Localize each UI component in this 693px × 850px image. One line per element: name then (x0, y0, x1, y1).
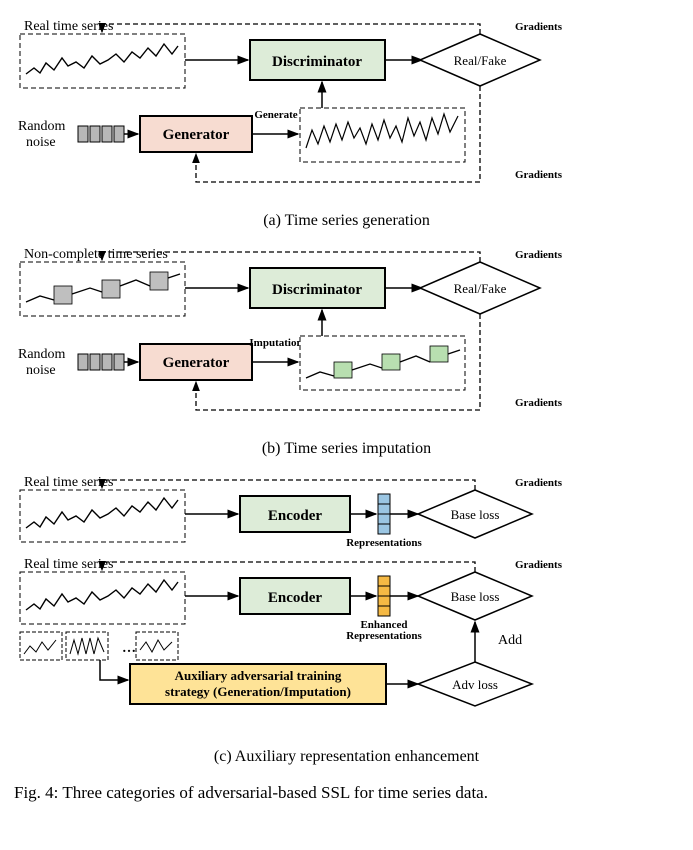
top-ts-label-c: Real time series (24, 475, 113, 490)
figure-caption-text: Three categories of adversarial-based SS… (62, 783, 488, 802)
encoder2-label: Encoder (268, 590, 323, 606)
panel-b: Non-complete time series Discriminator R… (10, 246, 683, 458)
gap1 (54, 286, 72, 304)
panel-c-caption: (c) Auxiliary representation enhancement (10, 748, 683, 766)
figure-number: Fig. 4: (14, 783, 58, 802)
baseloss2-label: Base loss (451, 589, 500, 604)
encoder1-label: Encoder (268, 508, 323, 524)
mid-ts-label-c: Real time series (24, 557, 113, 572)
gen-ts-box (300, 108, 465, 162)
discriminator-label: Discriminator (272, 54, 362, 70)
grad-mid-path-c (102, 562, 475, 572)
gradients-bottom-label: Gradients (515, 169, 563, 181)
grad-top-path-c (102, 480, 475, 490)
figure-caption: Fig. 4: Three categories of adversarial-… (10, 782, 683, 805)
panel-b-svg: Non-complete time series Discriminator R… (10, 246, 570, 436)
generate-label: Generate (254, 109, 297, 121)
figure-4: Real time series Discriminator Real/Fake… (10, 18, 683, 805)
gap2 (102, 280, 120, 298)
gradients-top-b: Gradients (515, 249, 563, 261)
noise-label-2: noise (26, 135, 56, 150)
svg-text:Random: Random (18, 347, 66, 362)
generator-label: Generator (163, 127, 230, 143)
gradients-top-label: Gradients (515, 21, 563, 33)
realfake-label: Real/Fake (454, 53, 507, 68)
panel-a-caption: (a) Time series generation (10, 212, 683, 230)
arrow-thumbs-aux (100, 660, 128, 680)
grad-mid-c: Gradients (515, 559, 563, 571)
panel-a-svg: Real time series Discriminator Real/Fake… (10, 18, 570, 208)
svg-text:…: … (122, 641, 136, 656)
grad-top-path (102, 24, 480, 34)
advloss-label: Adv loss (452, 677, 498, 692)
imputation-label: Imputation (249, 337, 302, 349)
repr-cells (378, 494, 390, 534)
panel-c-svg: Real time series Encoder Representations… (10, 474, 570, 744)
realfake-label-b: Real/Fake (454, 281, 507, 296)
panel-a: Real time series Discriminator Real/Fake… (10, 18, 683, 230)
grad-top-c: Gradients (515, 477, 563, 489)
panel-c: Real time series Encoder Representations… (10, 474, 683, 766)
real-ts-box (20, 34, 185, 88)
generator-label-b: Generator (163, 355, 230, 371)
enh-repr-cells (378, 576, 390, 616)
baseloss1-label: Base loss (451, 507, 500, 522)
real-ts-label: Real time series (24, 19, 113, 34)
imp2 (382, 354, 400, 370)
discriminator-label-b: Discriminator (272, 282, 362, 298)
repr-label: Representations (346, 537, 422, 549)
enh-label2: Representations (346, 630, 422, 642)
noncomplete-label: Non-complete time series (24, 247, 168, 262)
noise-cells (78, 126, 124, 142)
noise-cells-b (78, 354, 124, 370)
imp1 (334, 362, 352, 378)
noise-label-1: Random (18, 119, 66, 134)
aux-label-1: Auxiliary adversarial training (175, 668, 342, 683)
svg-text:noise: noise (26, 363, 56, 378)
gradients-bottom-b: Gradients (515, 397, 563, 409)
panel-b-caption: (b) Time series imputation (10, 440, 683, 458)
add-label: Add (498, 633, 522, 648)
aux-label-2: strategy (Generation/Imputation) (165, 684, 351, 699)
aux-thumbs: … (20, 632, 178, 660)
imp3 (430, 346, 448, 362)
gap3 (150, 272, 168, 290)
